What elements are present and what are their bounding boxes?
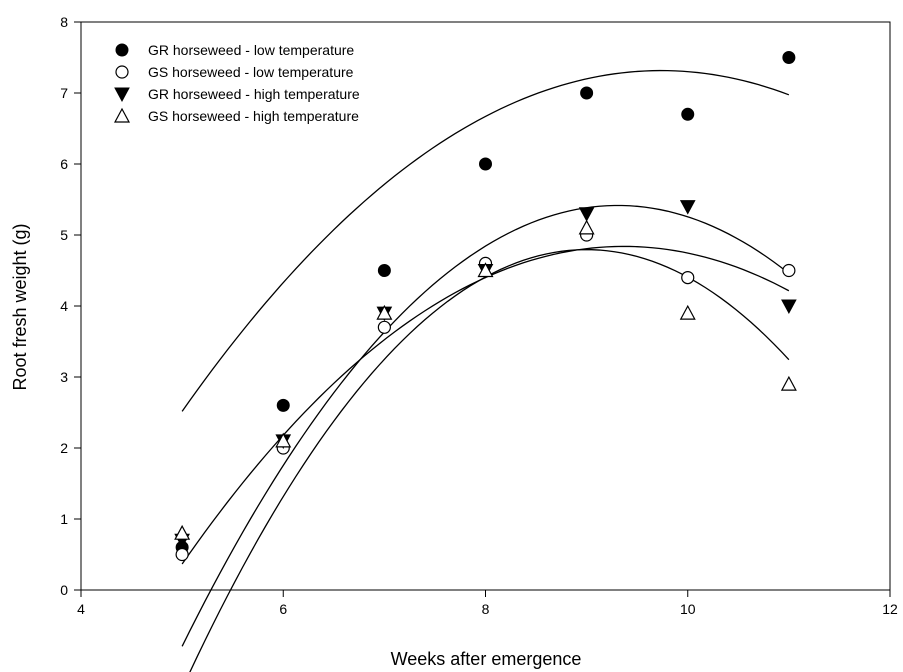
y-tick-label: 3 xyxy=(60,369,68,385)
data-point-series-1 xyxy=(580,86,594,100)
data-point-series-2 xyxy=(377,320,391,334)
data-point-series-4 xyxy=(679,304,696,320)
legend-label-series-4: GS horseweed - high temperature xyxy=(148,108,359,124)
legend-marker-series-4 xyxy=(113,107,131,123)
x-tick-label: 10 xyxy=(680,601,696,617)
legend-label-series-2: GS horseweed - low temperature xyxy=(148,64,354,80)
y-tick-label: 0 xyxy=(60,582,68,598)
y-tick-label: 2 xyxy=(60,440,68,456)
data-point-series-2 xyxy=(681,271,695,285)
fit-curve-series-3 xyxy=(181,204,790,647)
data-point-series-2 xyxy=(175,547,189,562)
data-point-series-4 xyxy=(174,524,191,540)
fit-curve-series-1 xyxy=(181,69,790,412)
data-point-series-1 xyxy=(479,157,492,171)
y-tick-label: 6 xyxy=(60,156,68,172)
data-point-series-1 xyxy=(681,107,695,121)
data-point-series-1 xyxy=(782,51,796,64)
legend-label-series-1: GR horseweed - low temperature xyxy=(148,42,354,58)
legend-marker-series-1 xyxy=(115,43,129,57)
data-point-series-1 xyxy=(377,264,391,277)
y-tick-label: 7 xyxy=(60,85,68,101)
x-tick-label: 12 xyxy=(882,601,898,617)
legend: GR horseweed - low temperature GS horsewe… xyxy=(113,42,360,124)
data-point-series-3 xyxy=(781,299,797,315)
legend-label-series-3: GR horseweed - high temperature xyxy=(148,86,360,102)
data-point-series-4 xyxy=(477,262,494,278)
data-point-series-4 xyxy=(275,432,292,448)
data-point-series-4 xyxy=(780,375,797,391)
y-tick-label: 5 xyxy=(60,227,68,243)
x-tick-label: 4 xyxy=(77,601,85,617)
y-tick-label: 4 xyxy=(60,298,68,314)
y-tick-label: 1 xyxy=(60,511,68,527)
data-points xyxy=(174,51,797,562)
legend-marker-series-2 xyxy=(115,65,129,79)
data-point-series-1 xyxy=(276,398,290,412)
x-tick-label: 6 xyxy=(279,601,287,617)
x-axis-title: Weeks after emergence xyxy=(391,649,582,669)
data-point-series-3 xyxy=(578,207,595,222)
data-point-series-3 xyxy=(679,200,696,215)
x-tick-label: 8 xyxy=(482,601,490,617)
y-axis-title: Root fresh weight (g) xyxy=(10,223,30,390)
legend-marker-series-3 xyxy=(114,87,130,103)
data-point-series-2 xyxy=(782,263,796,278)
data-point-series-4 xyxy=(578,219,595,235)
data-point-series-4 xyxy=(376,304,393,320)
y-tick-label: 8 xyxy=(60,14,68,30)
